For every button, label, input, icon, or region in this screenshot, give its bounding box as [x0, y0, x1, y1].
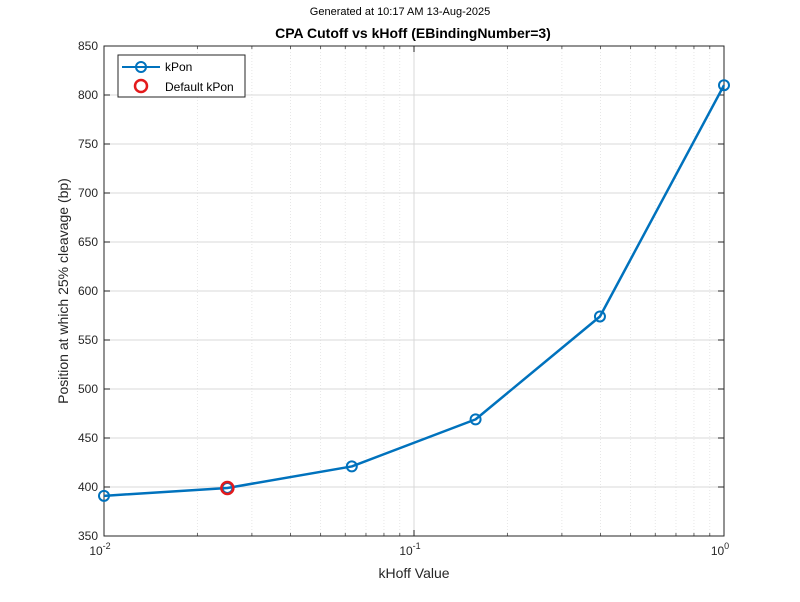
x-tick-label: 10-1 — [399, 541, 420, 558]
y-tick-label: 400 — [78, 480, 98, 494]
series-default-kpon — [220, 480, 235, 496]
legend-kpon-marker — [135, 61, 147, 73]
x-axis-label: kHoff Value — [378, 565, 449, 581]
y-tick-label: 350 — [78, 529, 98, 543]
y-tick-label: 650 — [78, 235, 98, 249]
data-point-default-kpon — [220, 480, 235, 496]
series-line-kpon — [103, 84, 726, 498]
data-point-kpon — [469, 413, 482, 426]
y-tick-label: 700 — [78, 186, 98, 200]
legend: kPon Default kPon — [117, 54, 246, 98]
y-tick-label: 850 — [78, 39, 98, 53]
y-tick-labels: 350 400 450 500 550 600 650 700 750 800 850 — [78, 39, 98, 543]
data-point-kpon — [593, 310, 606, 323]
y-tick-label: 550 — [78, 333, 98, 347]
x-tick-labels: 10-2 10-1 100 — [89, 541, 729, 558]
y-tick-label: 450 — [78, 431, 98, 445]
x-tick-label: 100 — [711, 541, 729, 558]
y-tick-label: 800 — [78, 88, 98, 102]
axes-box — [103, 45, 725, 537]
data-point-kpon — [98, 489, 110, 502]
y-tick-label: 600 — [78, 284, 98, 298]
x-tick-label: 10-2 — [89, 541, 110, 558]
y-tick-label: 500 — [78, 382, 98, 396]
data-point-kpon — [345, 460, 358, 473]
generated-timestamp: Generated at 10:17 AM 13-Aug-2025 — [310, 6, 490, 18]
y-tick-label: 750 — [78, 137, 98, 151]
data-point-kpon — [718, 79, 730, 92]
y-axis-label: Position at which 25% cleavage (bp) — [55, 178, 71, 404]
legend-kpon-label: kPon — [165, 60, 192, 74]
legend-default-kpon-label: Default kPon — [165, 80, 234, 94]
legend-default-kpon-marker — [133, 78, 149, 94]
chart-title: CPA Cutoff vs kHoff (EBindingNumber=3) — [275, 25, 551, 41]
